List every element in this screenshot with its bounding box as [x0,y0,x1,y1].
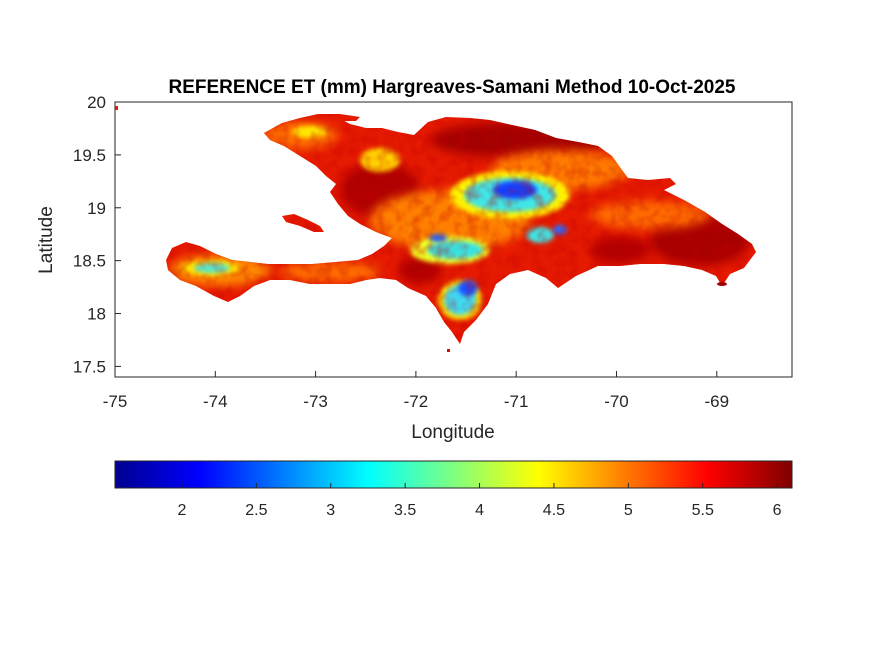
y-tick-label: 17.5 [73,357,106,376]
x-tick-label: -73 [303,392,328,411]
x-tick-label: -74 [203,392,228,411]
colorbar-tick-label: 4 [475,502,484,519]
y-tick-label: 18 [87,305,106,324]
x-tick-label: -75 [103,392,128,411]
colorbar-tick-label: 5.5 [692,502,714,519]
y-axis-label: Latitude [36,206,57,274]
x-tick-label: -70 [604,392,629,411]
colorbar-tick-label: 2.5 [245,502,267,519]
colorbar-tick-label: 3 [326,502,335,519]
colorbar-tick-label: 2 [178,502,187,519]
x-tick-label: -72 [404,392,429,411]
colorbar-ticks: 2 2.5 3 3.5 4 4.5 5 5.5 6 [178,483,782,519]
x-tick-label: -69 [704,392,729,411]
speck-top-left [115,106,118,110]
colorbar-tick-label: 4.5 [543,502,565,519]
colorbar-tick-label: 6 [773,502,782,519]
chart-title: REFERENCE ET (mm) Hargreaves-Samani Meth… [169,77,736,98]
x-axis-ticks: -75 -74 -73 -72 -71 -70 -69 [103,371,729,411]
y-tick-label: 18.5 [73,252,106,271]
x-axis-label: Longitude [411,422,494,443]
y-tick-label: 20 [87,93,106,112]
colorbar-tick-label: 3.5 [394,502,416,519]
speck-saona [717,282,727,286]
speck-navassa [225,298,228,300]
colorbar [114,460,793,489]
x-tick-label: -71 [504,392,529,411]
colorbar-tick-label: 5 [624,502,633,519]
speck-beata [447,349,450,352]
y-tick-label: 19.5 [73,146,106,165]
y-tick-label: 19 [87,199,106,218]
y-axis-ticks: 17.5 18 18.5 19 19.5 20 [73,93,121,376]
